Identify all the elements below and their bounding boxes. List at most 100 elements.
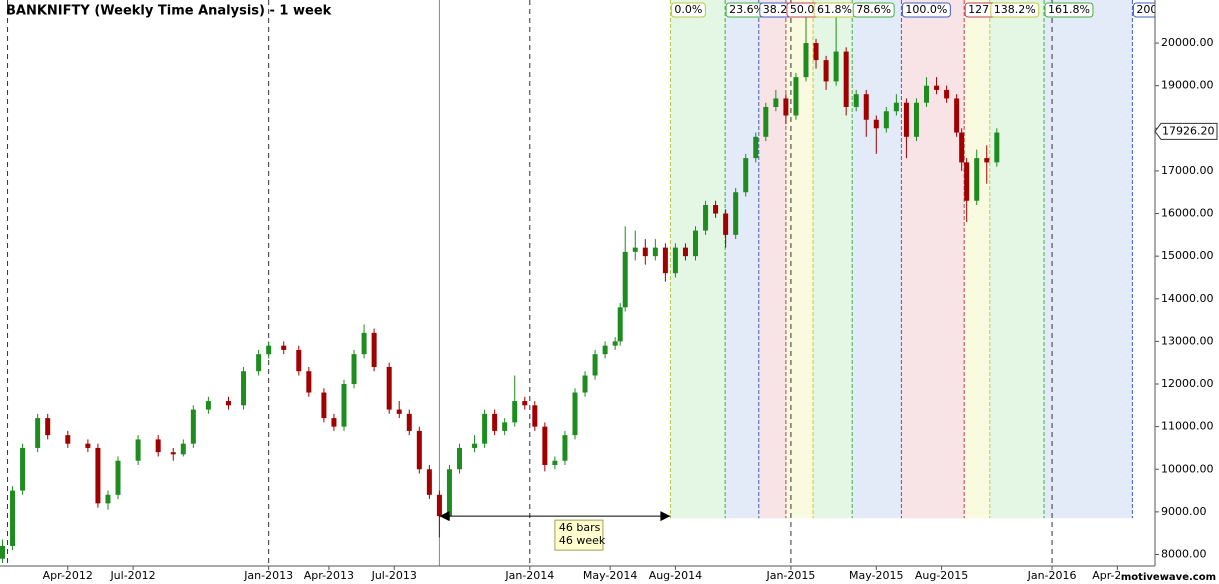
candle-body	[753, 136, 759, 159]
y-tick-label: 15000.00	[1161, 249, 1214, 262]
y-tick-label: 10000.00	[1161, 462, 1214, 475]
candle-body	[783, 98, 789, 116]
candle-body	[984, 158, 990, 163]
candle-body	[241, 371, 247, 406]
candle-body	[522, 401, 528, 406]
x-tick-label: Jan-2014	[504, 569, 554, 582]
candle-body	[341, 384, 347, 427]
fib-label-box	[852, 2, 895, 18]
candle-body	[492, 413, 498, 431]
candle-body	[190, 409, 196, 444]
measure-box	[554, 519, 604, 551]
candle-body	[296, 349, 302, 372]
candle-body	[446, 469, 452, 517]
candle-body	[632, 247, 638, 252]
x-tick-label: Jul-2012	[109, 569, 155, 582]
candle-body	[306, 371, 312, 393]
candle-body	[180, 443, 186, 455]
candle-body	[456, 447, 462, 470]
fib-label: 78.6%	[856, 3, 891, 16]
candle-body	[10, 490, 16, 546]
x-tick-label: Aug-2015	[915, 569, 968, 582]
candle-body	[331, 418, 337, 427]
candle-body	[85, 443, 91, 448]
candle-body	[371, 332, 377, 367]
candle-body	[170, 452, 176, 455]
axis-panel	[1155, 0, 1219, 584]
candle-body	[225, 401, 231, 406]
fib-zone	[901, 0, 965, 519]
fib-zone	[670, 0, 726, 519]
candle-body	[944, 89, 950, 99]
candle-body	[266, 345, 272, 355]
fib-zone	[725, 0, 759, 519]
candle-body	[843, 51, 849, 107]
candle-body	[883, 111, 889, 129]
candle-body	[592, 354, 598, 376]
candle-body	[552, 460, 558, 465]
candle-body	[436, 494, 442, 517]
x-tick-label: Jan-2013	[243, 569, 293, 582]
candle-body	[35, 418, 41, 448]
candle-body	[205, 401, 211, 410]
candle-body	[813, 43, 819, 61]
candle-body	[723, 213, 729, 235]
candle-body	[823, 60, 829, 82]
candle-body	[924, 85, 930, 103]
candle-body	[406, 413, 412, 431]
y-tick-label: 11000.00	[1161, 420, 1214, 433]
y-tick-label: 16000.00	[1161, 207, 1214, 220]
y-tick-label: 8000.00	[1161, 547, 1207, 560]
last-price-label: 17926.20	[1162, 124, 1215, 137]
candle-body	[256, 354, 262, 372]
candle-body	[95, 447, 101, 504]
candle-body	[833, 51, 839, 82]
candle-body	[361, 332, 367, 355]
candle-body	[853, 94, 859, 107]
candle-body	[863, 94, 869, 120]
candle-body	[582, 375, 588, 393]
candle-body	[602, 345, 608, 355]
fib-zone	[989, 0, 1045, 519]
fib-label-box	[901, 2, 951, 18]
chart-title: BANKNIFTY (Weekly Time Analysis) - 1 wee…	[6, 4, 332, 19]
x-tick-label: Jan-2015	[765, 569, 815, 582]
fib-label: 161.8%	[1048, 3, 1090, 16]
candle-body	[793, 77, 799, 116]
y-tick-label: 12000.00	[1161, 377, 1214, 390]
candle-body	[934, 85, 940, 90]
candle-body	[803, 43, 809, 78]
x-tick-label: May-2015	[849, 569, 904, 582]
fib-label: 100.0%	[905, 3, 947, 16]
candle-body	[693, 230, 699, 257]
y-tick-label: 20000.00	[1161, 36, 1214, 49]
candle-body	[913, 102, 919, 137]
axis-panel	[0, 566, 1219, 584]
y-tick-label: 17000.00	[1161, 164, 1214, 177]
candle-body	[903, 102, 909, 137]
fib-label-box	[1044, 2, 1094, 18]
candle-body	[733, 192, 739, 235]
candle-body	[612, 341, 618, 346]
x-tick-label: Jan-2016	[1027, 569, 1077, 582]
candle-body	[743, 158, 749, 193]
candle-body	[502, 422, 508, 431]
candle-body	[964, 162, 970, 201]
watermark-box	[1120, 569, 1219, 584]
candle-body	[135, 439, 141, 461]
fib-zone	[785, 0, 814, 519]
candle-body	[396, 409, 402, 414]
candle-body	[472, 443, 478, 448]
candle-body	[572, 392, 578, 436]
candle-body	[105, 494, 111, 504]
candle-body	[562, 435, 568, 461]
x-tick-label: Aug-2014	[649, 569, 702, 582]
candle-body	[703, 205, 709, 231]
candle-body	[713, 205, 719, 214]
candle-body	[773, 98, 779, 107]
arrow-head	[660, 511, 671, 522]
candle-body	[281, 345, 287, 350]
candle-body	[115, 460, 121, 495]
candle-body	[994, 132, 1000, 163]
